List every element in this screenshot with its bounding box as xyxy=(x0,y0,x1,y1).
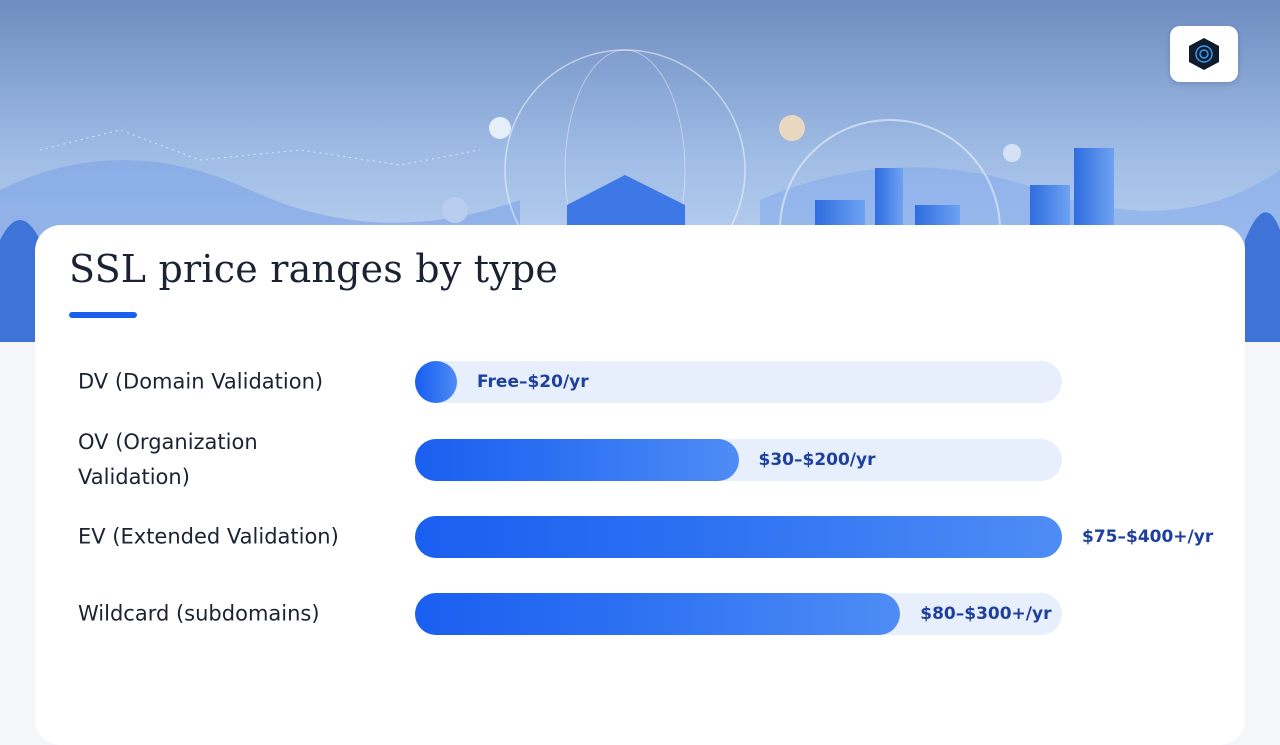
bar xyxy=(415,439,739,481)
title-underline xyxy=(69,312,137,318)
chart-title: SSL price ranges by type xyxy=(69,247,559,291)
value-label: Free–$20/yr xyxy=(477,372,589,392)
content-card: SSL price ranges by type DV (Domain Vali… xyxy=(35,225,1245,745)
bar xyxy=(415,361,457,403)
value-label: $80–$300+/yr xyxy=(920,604,1052,624)
category-label: OV (Organization Validation) xyxy=(78,430,258,489)
category-label: EV (Extended Validation) xyxy=(78,524,339,549)
bar-track xyxy=(415,361,1062,403)
category-label: Wildcard (subdomains) xyxy=(78,601,320,626)
logo[interactable] xyxy=(1170,26,1238,82)
bar xyxy=(415,516,1062,558)
logo-icon xyxy=(1189,38,1219,70)
bar xyxy=(415,593,901,635)
value-label: $30–$200/yr xyxy=(758,450,876,470)
category-label: DV (Domain Validation) xyxy=(78,369,324,394)
value-label: $75–$400+/yr xyxy=(1082,527,1214,547)
